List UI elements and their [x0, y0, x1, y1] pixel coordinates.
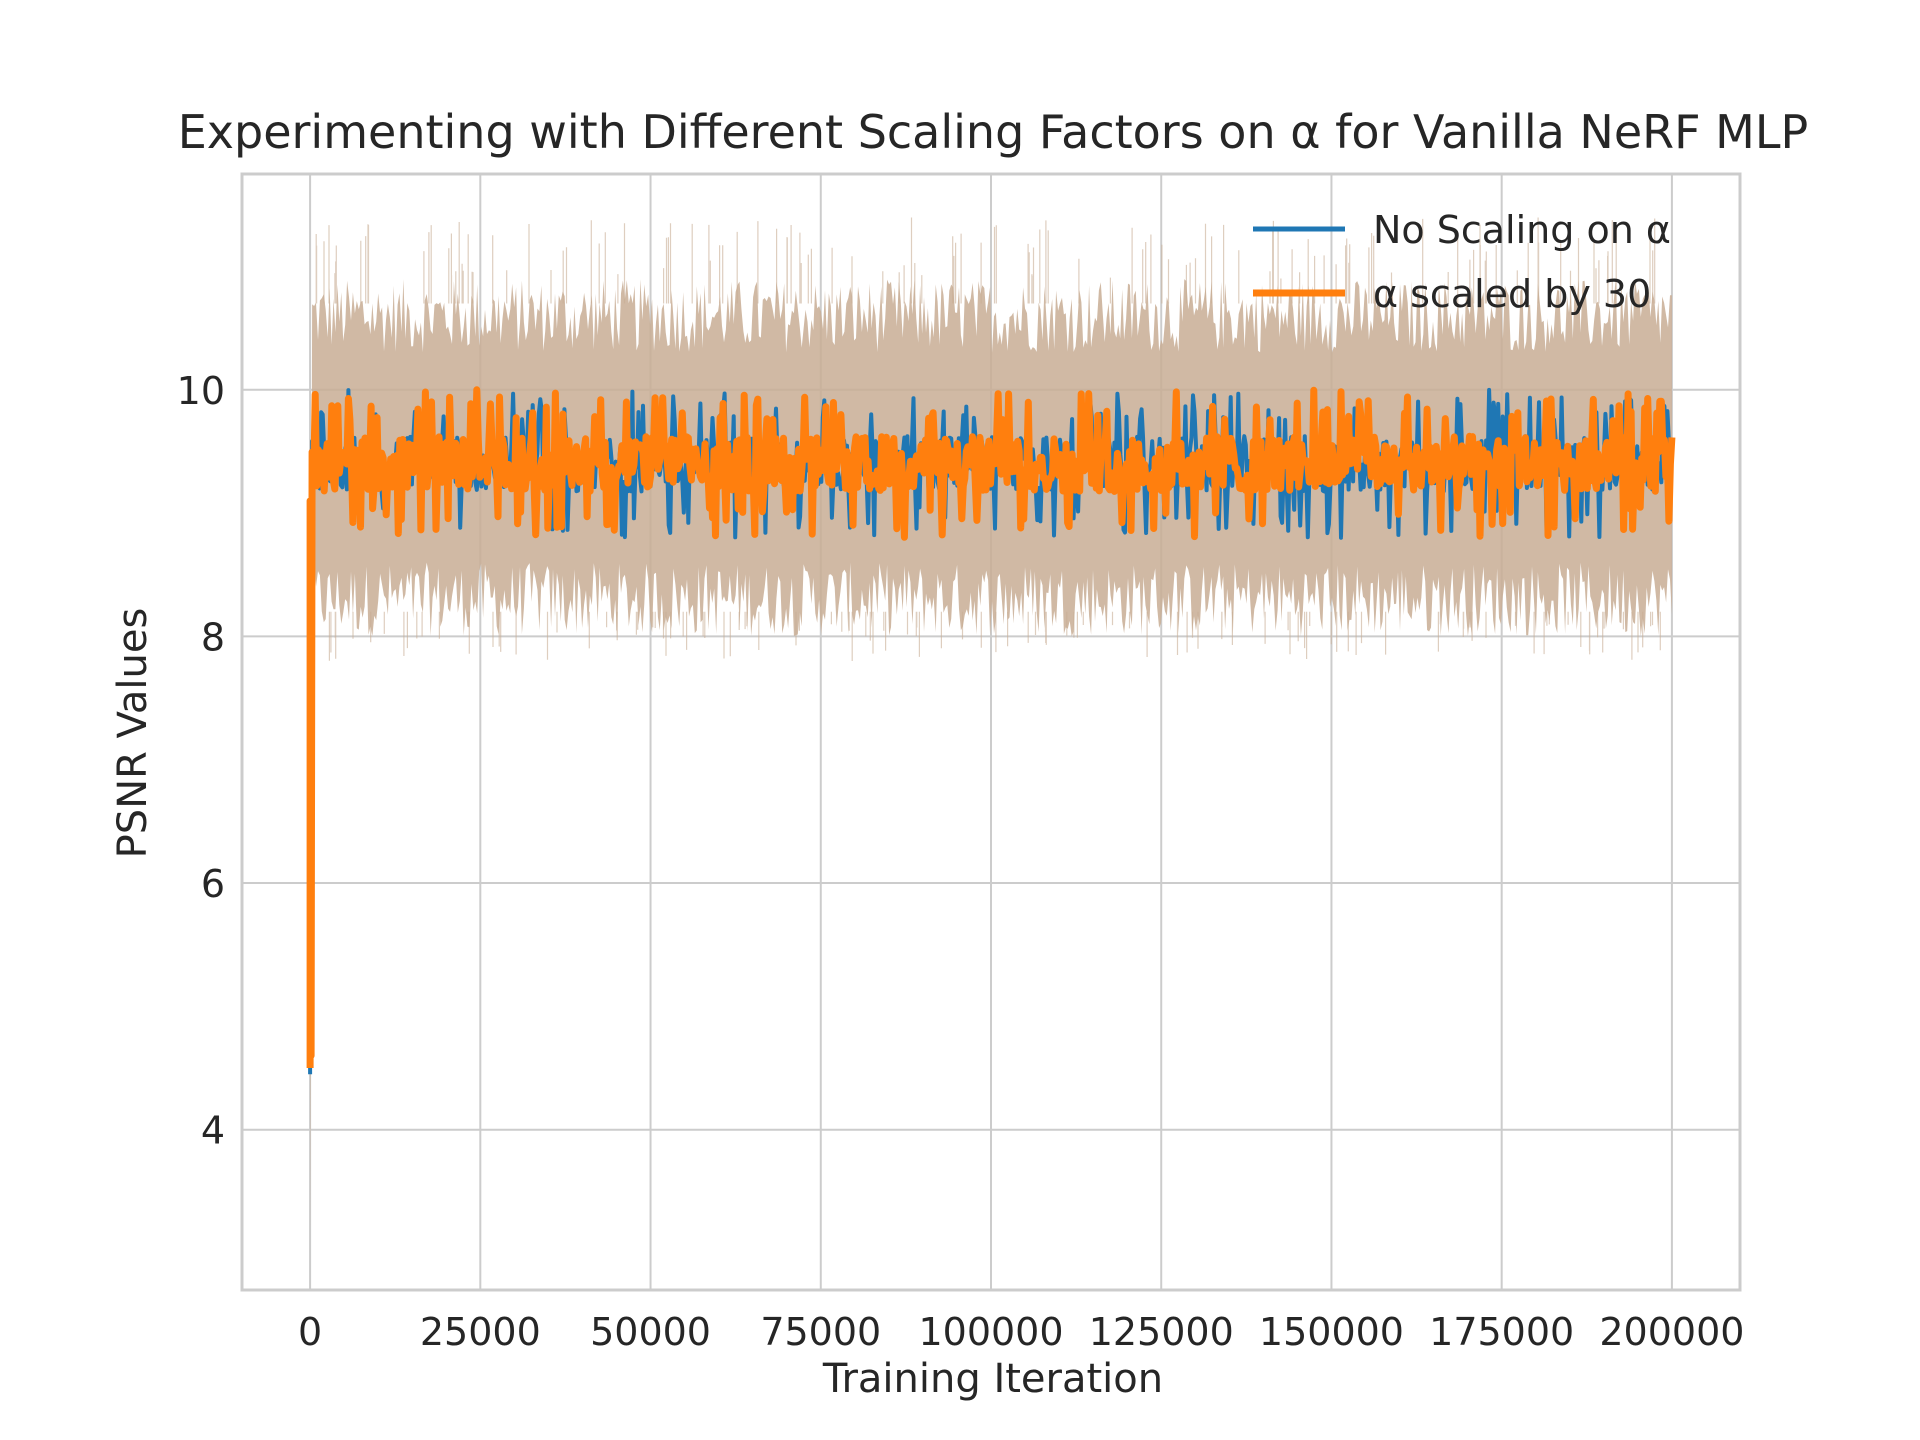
- x-tick-label: 0: [298, 1310, 322, 1354]
- x-tick-label: 150000: [1259, 1310, 1404, 1354]
- y-tick-label: 8: [201, 615, 225, 659]
- series-line-scaled-30: [306, 386, 1676, 1068]
- axes-frame: [240, 172, 1742, 1292]
- x-tick-label: 200000: [1599, 1310, 1744, 1354]
- legend: No Scaling on α α scaled by 30: [1253, 208, 1671, 316]
- x-tick-label: 175000: [1429, 1310, 1574, 1354]
- legend-label-no-scaling: No Scaling on α: [1373, 208, 1671, 252]
- y-tick-label: 4: [201, 1109, 225, 1153]
- x-tick-label: 125000: [1089, 1310, 1234, 1354]
- y-tick-label: 10: [177, 369, 225, 413]
- x-tick-label: 100000: [918, 1310, 1063, 1354]
- x-tick-label: 25000: [420, 1310, 541, 1354]
- y-axis-label: PSNR Values: [110, 608, 156, 859]
- y-tick-label: 6: [201, 862, 225, 906]
- plot-area: 0 25000 50000 75000 100000 125000 150000 175000…: [177, 172, 1744, 1354]
- band-noise: [313, 217, 1661, 661]
- chart-title: Experimenting with Different Scaling Fac…: [178, 105, 1809, 159]
- x-tick-label: 50000: [590, 1310, 711, 1354]
- legend-label-scaled-30: α scaled by 30: [1373, 272, 1651, 316]
- x-axis-label: Training Iteration: [822, 1356, 1163, 1402]
- x-tick-label: 75000: [760, 1310, 881, 1354]
- confidence-band: [310, 278, 1672, 1229]
